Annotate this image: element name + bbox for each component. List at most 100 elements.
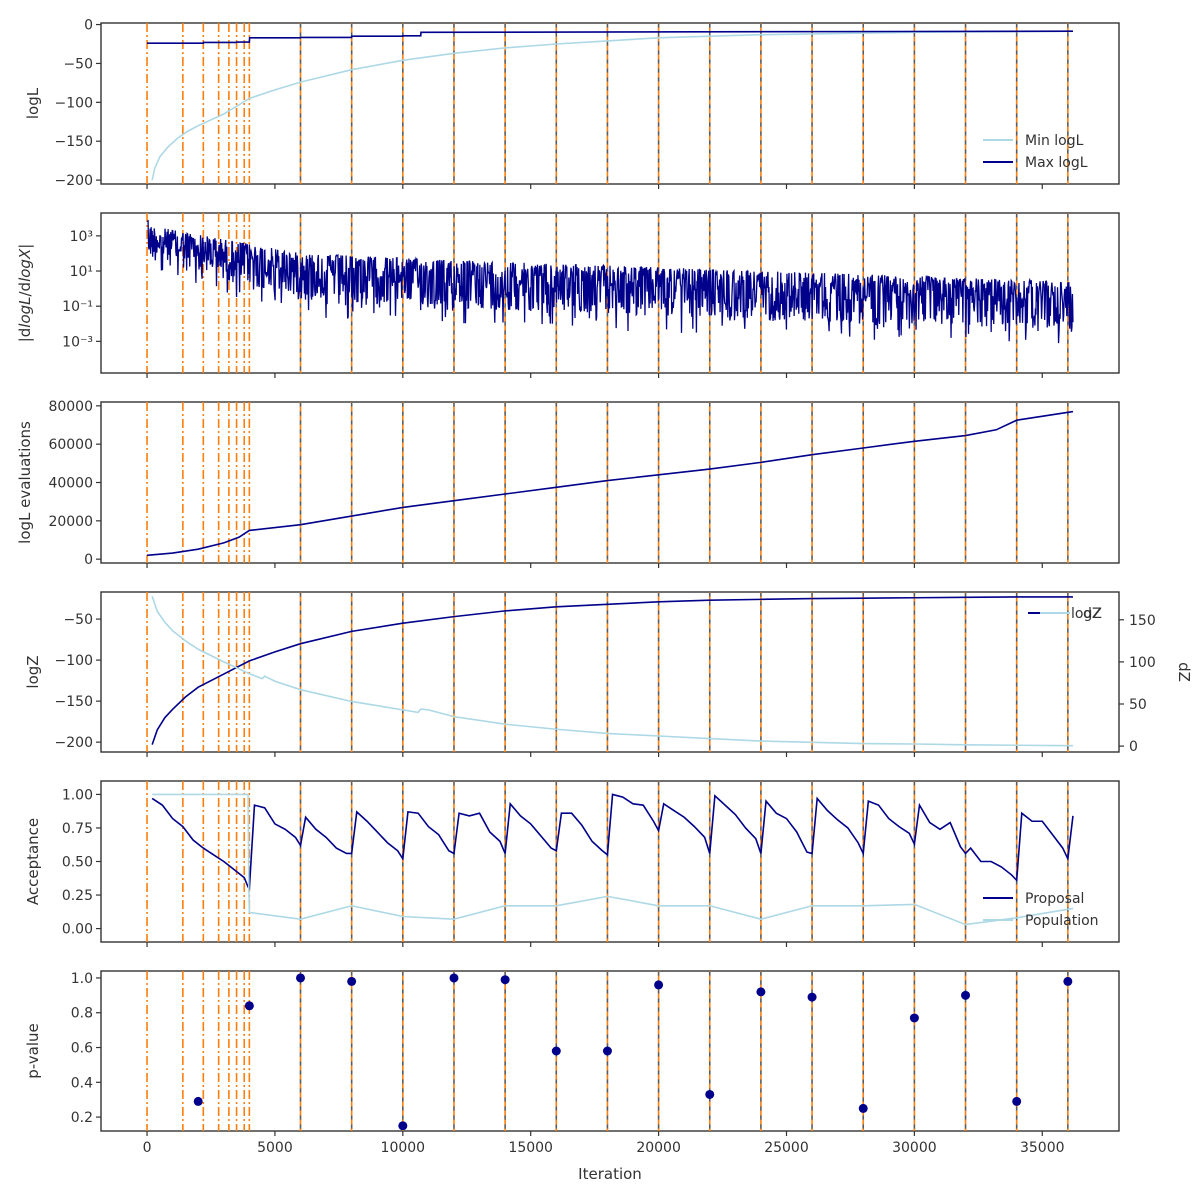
y-tick-label: 0.4 [71,1075,93,1091]
panel-2: 10³ 10¹ 10⁻¹ 10⁻³ |dlogL/dlogX| [16,212,1120,378]
pvalue-point [858,1103,868,1113]
x-tick-label: 5000 [257,1140,293,1156]
y-tick-label: 40000 [48,476,93,492]
y-tick-label: −150 [55,134,93,150]
x-tick-label: 0 [143,1140,152,1156]
y-tick-label: 10⁻¹ [62,299,93,315]
pvalue-point [654,980,664,990]
y-axis-label: logL evaluations [16,421,34,544]
pvalue-point [551,1046,561,1056]
x-axis-label: Iteration [578,1165,642,1183]
legend-label: logZ [1071,606,1102,622]
plot-area [146,213,1074,373]
y-tick-label: 0.8 [71,1006,93,1022]
y2-tick-label: 50 [1129,697,1147,713]
y-tick-label: −200 [55,173,93,189]
y-tick-label: −100 [55,653,93,669]
y-tick-label: −100 [55,95,93,111]
panel-1: 0 −50 −100 −150 −200 logL Min logL Max logL [24,18,1120,189]
y-tick-label: 10⁻³ [62,334,93,350]
y-tick-label: 60000 [48,437,93,453]
y-tick-label: 0.25 [62,888,93,904]
max-logl-line [147,30,1073,45]
y2-axis-label: dZ [1175,662,1193,682]
y2-tick-label: 150 [1129,613,1156,629]
y-tick-label: 1.00 [62,787,93,803]
plot-area [146,402,1074,563]
y-tick-label: 0.6 [71,1041,93,1057]
pvalue-point [909,1013,919,1023]
panel-3: 80000 60000 40000 20000 0 logL evaluations [16,399,1120,568]
legend-label: dZ [1083,606,1101,622]
pvalue-point [756,987,766,997]
y-axis-label: logZ [24,655,42,688]
pvalue-point [449,973,459,983]
y-tick-label: 0 [84,552,93,568]
pvalue-point [296,973,306,983]
axes-frame [100,212,1120,374]
x-tick-label: 20000 [636,1140,681,1156]
axes-frame [100,22,1120,185]
pvalue-point [347,976,357,986]
proposal-line [151,793,1074,891]
y-axis-label: logL [24,87,42,119]
pvalue-point [807,992,817,1002]
legend-label: Population [1025,913,1099,929]
y-axis-label: |dlogL/dlogX| [16,244,34,343]
y-tick-label: −50 [63,612,93,628]
y-tick-label: 0.00 [62,922,93,938]
pvalue-point [193,1096,203,1106]
axes-frame [100,970,1120,1132]
y-tick-label: 10¹ [70,264,93,280]
pvalue-point [1012,1096,1022,1106]
y-axis-label: Acceptance [24,818,42,905]
y-tick-label: 0.50 [62,855,93,871]
pvalue-point [398,1121,408,1131]
y-axis-label: p-value [24,1023,42,1079]
x-tick-label: 15000 [508,1140,553,1156]
x-tick-label: 30000 [892,1140,937,1156]
legend-label: Max logL [1025,155,1088,171]
plot-area [146,592,1073,752]
min-logl-line [151,30,1073,181]
pvalue-point [1063,976,1073,986]
legend: Proposal Population [983,891,1099,929]
plot-area [146,971,1073,1131]
pvalue-point [500,975,510,985]
panel-6: 1.0 0.8 0.6 0.4 0.2 0 5000 10000 15000 20000 25000… [24,970,1120,1183]
y-tick-label: 0.2 [71,1110,93,1126]
y-tick-label: −150 [55,694,93,710]
pvalue-point [244,1001,254,1011]
x-tick-label: 10000 [381,1140,426,1156]
y-tick-label: 20000 [48,514,93,530]
series-line [146,410,1074,557]
pvalue-point [602,1046,612,1056]
pvalue-point [705,1089,715,1099]
logz-line [151,596,1073,745]
panel-5: 1.00 0.75 0.50 0.25 0.00 Acceptance Proposal Po… [24,780,1120,947]
y2-tick-label: 100 [1129,655,1156,671]
plot-area [146,23,1073,184]
legend: Min logL Max logL [983,133,1088,171]
axes-frame [100,591,1120,753]
pvalue-point [961,990,971,1000]
y-tick-label: −50 [63,56,93,72]
x-tick-label: 25000 [764,1140,809,1156]
y-tick-label: 1.0 [71,971,93,987]
x-tick-label: 35000 [1020,1140,1065,1156]
y-tick-label: 0 [84,18,93,34]
population-line [152,793,1074,926]
dz-line [151,595,1073,747]
legend-label: Min logL [1025,133,1084,149]
plot-area [146,781,1074,942]
y-tick-label: 0.75 [62,821,93,837]
y-tick-label: 10³ [70,229,93,245]
legend-label: Proposal [1025,891,1084,907]
y2-tick-label: 0 [1129,739,1138,755]
y-tick-label: −200 [55,735,93,751]
y-tick-label: 80000 [48,399,93,415]
